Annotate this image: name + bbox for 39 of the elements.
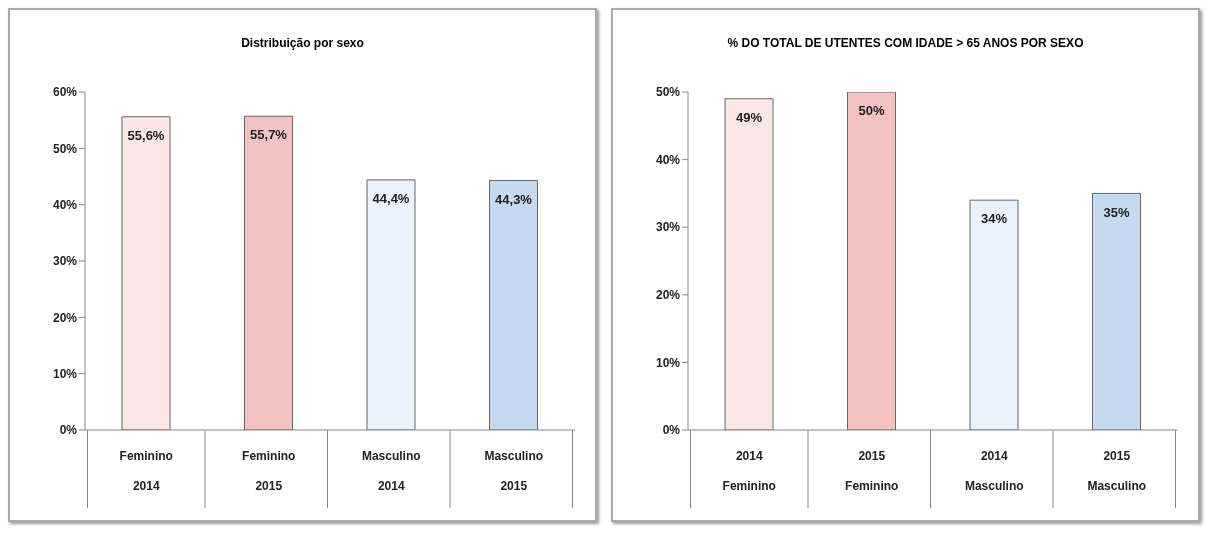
y-tick-label: 30% — [655, 220, 681, 235]
category-label: Feminino 2015 — [242, 449, 296, 493]
chart-title: % DO TOTAL DE UTENTES COM IDADE > 65 ANOS POR SEXO — [726, 36, 1085, 50]
data-label: 44,4% — [372, 191, 410, 207]
y-tick-label: 40% — [655, 152, 681, 167]
y-tick-label: 50% — [52, 141, 78, 156]
y-tick-label: 20% — [655, 288, 681, 303]
category-label: 2014 Masculino — [964, 449, 1024, 493]
category-label: 2015 Feminino — [845, 449, 899, 493]
category-label: 2014 Feminino — [722, 449, 776, 493]
y-tick-label: 0% — [662, 423, 681, 438]
data-label: 35% — [1103, 204, 1130, 220]
data-label: 44,3% — [495, 191, 533, 207]
category-label: Masculino 2014 — [361, 449, 421, 493]
category-label: 2015 Masculino — [1087, 449, 1147, 493]
bar — [121, 116, 171, 430]
bar — [1092, 192, 1141, 430]
data-label: 50% — [858, 103, 885, 119]
category-label: Masculino 2015 — [484, 449, 544, 493]
category-label: Feminino 2014 — [119, 449, 173, 493]
y-tick-label: 60% — [52, 85, 78, 100]
chart-title: Distribuição por sexo — [240, 36, 365, 50]
bar — [489, 179, 538, 430]
bar — [244, 115, 293, 430]
data-label: 49% — [735, 109, 763, 125]
y-tick-label: 50% — [655, 85, 681, 100]
bar — [847, 92, 896, 430]
bar — [366, 179, 416, 430]
y-tick-label: 10% — [655, 355, 681, 370]
y-tick-label: 0% — [59, 423, 78, 438]
data-label: 55,6% — [127, 128, 165, 144]
data-label: 34% — [980, 211, 1008, 227]
bar — [969, 199, 1019, 430]
y-tick-label: 20% — [52, 310, 78, 325]
data-label: 55,7% — [250, 127, 288, 143]
y-tick-label: 40% — [52, 197, 78, 212]
y-tick-label: 30% — [52, 254, 78, 269]
y-tick-label: 10% — [52, 366, 78, 381]
bar — [724, 98, 774, 430]
